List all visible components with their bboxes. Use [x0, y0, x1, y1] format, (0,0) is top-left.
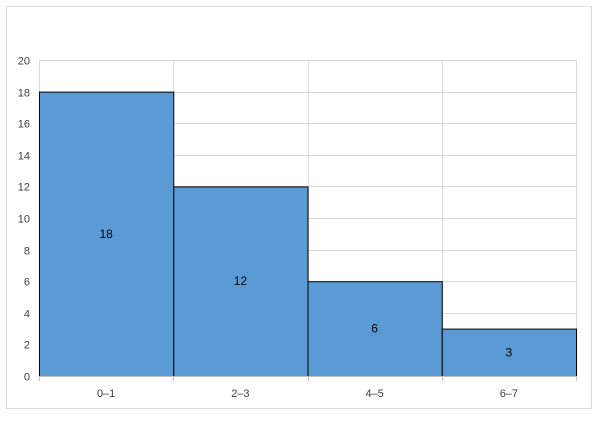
y-tick-label: 2 [24, 340, 30, 352]
y-tick-label: 0 [24, 372, 30, 384]
bar-value-label: 18 [99, 227, 113, 241]
axes [39, 376, 577, 381]
x-tick-label: 2–3 [231, 388, 249, 400]
bar [307, 281, 443, 378]
bar-value-label: 12 [234, 274, 248, 288]
y-tick-label: 18 [18, 88, 30, 100]
bar-value-label: 6 [371, 322, 378, 336]
bar-value-label: 3 [506, 345, 513, 359]
x-tick-label: 4–5 [365, 388, 383, 400]
bars [39, 91, 577, 378]
y-tick-label: 4 [24, 309, 30, 321]
y-tick-label: 10 [18, 214, 30, 226]
y-tick-label: 8 [24, 246, 30, 258]
labels: 0 2 4 6 8 10 12 14 16 18 20 18 0–1 12 2–3 6 4–5 3 6–7 [18, 56, 518, 401]
y-tick-label: 16 [18, 119, 30, 131]
y-tick-label: 6 [24, 277, 30, 289]
y-tick-label: 14 [18, 151, 30, 163]
x-tick-label: 0–1 [97, 388, 115, 400]
y-tick-label: 20 [18, 56, 30, 68]
y-tick-label: 12 [18, 182, 30, 194]
x-tick-label: 6–7 [500, 388, 518, 400]
bar [173, 186, 309, 377]
